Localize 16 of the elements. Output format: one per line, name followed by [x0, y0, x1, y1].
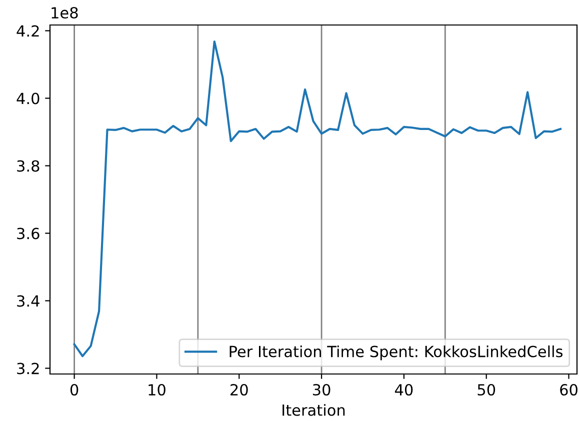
x-tick-label: 20: [230, 384, 248, 396]
y-tick-label: 3.6: [17, 228, 40, 240]
x-axis-title: Iteration: [282, 404, 345, 416]
y-tick-label: 3.4: [17, 295, 40, 307]
x-tick-label: 10: [148, 384, 166, 396]
x-tick-label: 0: [70, 384, 78, 396]
y-tick-label: 4.0: [16, 92, 40, 104]
x-tick-label: 60: [560, 384, 578, 396]
x-tick-label: 30: [312, 384, 330, 396]
y-tick-label: 3.2: [17, 362, 39, 374]
legend-label: Per Iteration Time Spent: KokkosLinkedCells: [230, 345, 563, 360]
y-tick-label: 4.2: [16, 25, 39, 37]
text: 1e8: [52, 6, 78, 19]
x-tick-label: 50: [478, 384, 496, 396]
y-tick-label: 3.8: [17, 160, 40, 172]
x-tick-label: 40: [394, 384, 413, 396]
